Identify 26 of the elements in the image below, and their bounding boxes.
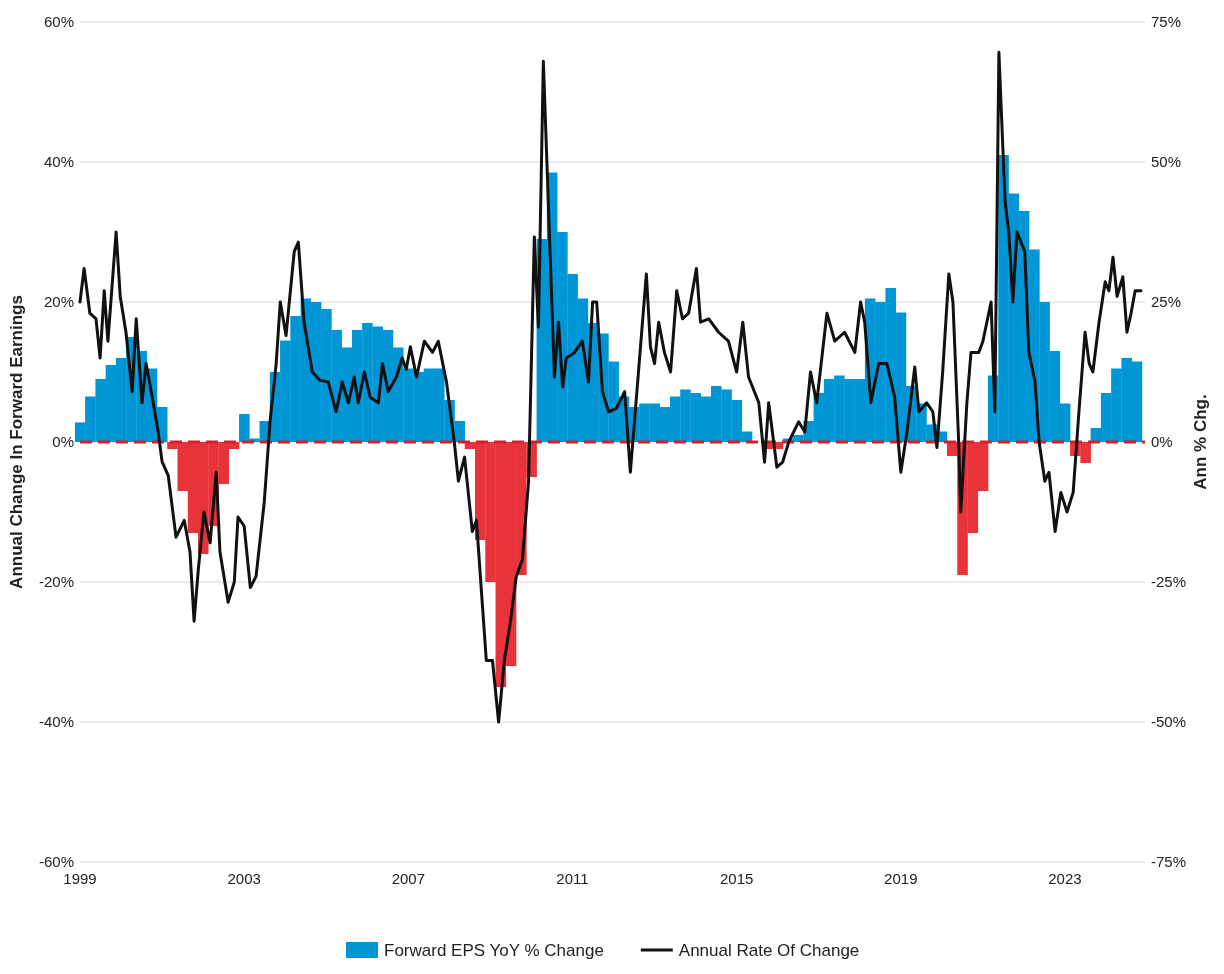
- y-tick-label: 0%: [52, 433, 74, 451]
- y-tick-label: -60%: [38, 853, 74, 871]
- x-tick-label: 2023: [1048, 870, 1082, 887]
- y2-axis-title: Ann % Chg.: [1191, 394, 1210, 490]
- y2-tick-label: -50%: [1151, 713, 1187, 731]
- x-tick-label: 2019: [884, 870, 918, 887]
- y-tick-label: -20%: [38, 573, 74, 591]
- x-tick-label: 2003: [227, 870, 261, 887]
- y-tick-label: -40%: [38, 713, 74, 731]
- legend-label: Forward EPS YoY % Change: [384, 940, 604, 960]
- y2-tick-label: 50%: [1151, 153, 1182, 171]
- x-tick-label: 2011: [556, 870, 589, 887]
- y-axis-title: Annual Change In Forward Earnings: [7, 295, 26, 589]
- y-tick-label: 60%: [43, 13, 74, 31]
- legend-label: Annual Rate Of Change: [678, 940, 860, 960]
- y-tick-label: 20%: [43, 293, 74, 311]
- y2-tick-label: 0%: [1151, 433, 1173, 451]
- line-series: [78, 50, 1143, 724]
- y2-tick-label: -25%: [1151, 573, 1187, 591]
- y2-tick-label: 75%: [1151, 13, 1182, 31]
- x-tick-label: 2007: [391, 870, 426, 887]
- y2-tick-label: -75%: [1151, 853, 1187, 871]
- x-tick-label: 2015: [719, 870, 754, 887]
- x-tick-label: 1999: [63, 870, 97, 887]
- y-tick-label: 40%: [43, 153, 74, 171]
- y2-tick-label: 25%: [1151, 293, 1182, 311]
